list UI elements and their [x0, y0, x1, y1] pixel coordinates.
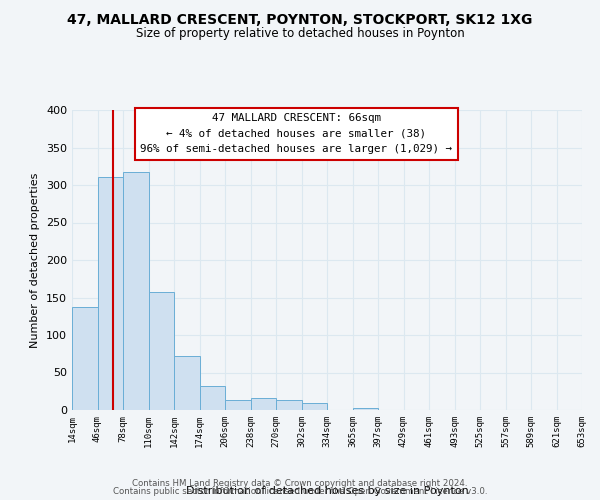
Bar — [251, 398, 276, 410]
Bar — [276, 400, 302, 410]
Text: 47, MALLARD CRESCENT, POYNTON, STOCKPORT, SK12 1XG: 47, MALLARD CRESCENT, POYNTON, STOCKPORT… — [67, 12, 533, 26]
Text: Contains public sector information licensed under the Open Government Licence v3: Contains public sector information licen… — [113, 487, 487, 496]
Text: Size of property relative to detached houses in Poynton: Size of property relative to detached ho… — [136, 28, 464, 40]
Bar — [353, 408, 378, 410]
Bar — [225, 400, 251, 410]
Text: 47 MALLARD CRESCENT: 66sqm
← 4% of detached houses are smaller (38)
96% of semi-: 47 MALLARD CRESCENT: 66sqm ← 4% of detac… — [140, 113, 452, 154]
Y-axis label: Number of detached properties: Number of detached properties — [31, 172, 40, 348]
X-axis label: Distribution of detached houses by size in Poynton: Distribution of detached houses by size … — [185, 486, 469, 496]
Bar — [123, 172, 149, 410]
Bar — [199, 386, 225, 410]
Bar — [72, 307, 97, 410]
Bar — [302, 403, 327, 410]
Text: Contains HM Land Registry data © Crown copyright and database right 2024.: Contains HM Land Registry data © Crown c… — [132, 478, 468, 488]
Bar — [97, 177, 123, 410]
Bar — [174, 356, 199, 410]
Bar — [149, 292, 174, 410]
